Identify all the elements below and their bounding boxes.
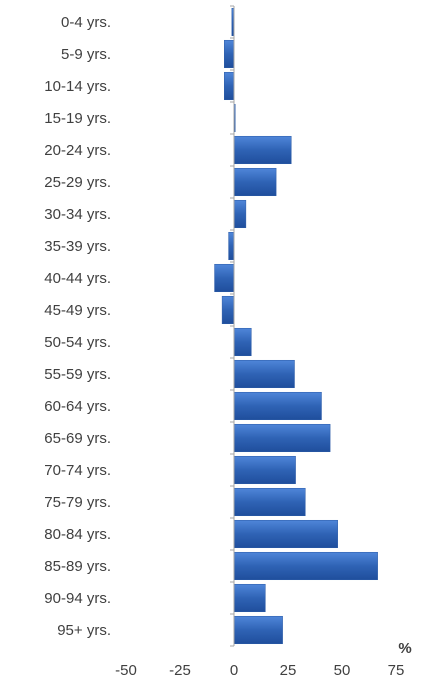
bar — [233, 455, 296, 485]
category-label: 30-34 yrs. — [44, 206, 111, 223]
bar — [233, 583, 266, 613]
bars-group — [214, 7, 378, 645]
category-label: 40-44 yrs. — [44, 270, 111, 287]
bar — [233, 327, 252, 357]
category-label: 25-29 yrs. — [44, 174, 111, 191]
bar — [233, 519, 338, 549]
bar — [233, 551, 378, 581]
x-axis-unit-label: % — [398, 640, 411, 657]
bar — [233, 423, 331, 453]
bar — [224, 71, 235, 101]
category-label: 70-74 yrs. — [44, 462, 111, 479]
bar — [233, 167, 277, 197]
x-tick-labels: -50 -25 0 25 50 75 — [115, 662, 404, 679]
bar — [233, 487, 306, 517]
category-label: 10-14 yrs. — [44, 78, 111, 95]
category-label: 5-9 yrs. — [61, 46, 111, 63]
bar — [221, 295, 235, 325]
category-label: 55-59 yrs. — [44, 366, 111, 383]
x-tick-label: -50 — [115, 662, 137, 679]
category-labels: 0-4 yrs. 5-9 yrs. 10-14 yrs. 15-19 yrs. 20-2… — [44, 14, 111, 639]
bar — [233, 359, 295, 389]
category-label: 80-84 yrs. — [44, 526, 111, 543]
bar — [228, 231, 235, 261]
bar — [233, 391, 322, 421]
category-label: 15-19 yrs. — [44, 110, 111, 127]
category-label: 75-79 yrs. — [44, 494, 111, 511]
x-tick-label: -25 — [169, 662, 191, 679]
x-tick-label: 50 — [334, 662, 351, 679]
category-label: 85-89 yrs. — [44, 558, 111, 575]
category-label: 0-4 yrs. — [61, 14, 111, 31]
x-tick-label: 25 — [280, 662, 297, 679]
bar — [224, 39, 235, 69]
category-label: 90-94 yrs. — [44, 590, 111, 607]
bar — [233, 199, 247, 229]
x-tick-label: 0 — [230, 662, 238, 679]
category-label: 45-49 yrs. — [44, 302, 111, 319]
category-label: 35-39 yrs. — [44, 238, 111, 255]
category-label: 60-64 yrs. — [44, 398, 111, 415]
category-label: 50-54 yrs. — [44, 334, 111, 351]
x-tick-label: 75 — [388, 662, 405, 679]
category-label: 20-24 yrs. — [44, 142, 111, 159]
category-label: 95+ yrs. — [57, 622, 111, 639]
category-label: 65-69 yrs. — [44, 430, 111, 447]
bar — [233, 615, 283, 645]
bar — [214, 263, 235, 293]
bar — [233, 135, 292, 165]
